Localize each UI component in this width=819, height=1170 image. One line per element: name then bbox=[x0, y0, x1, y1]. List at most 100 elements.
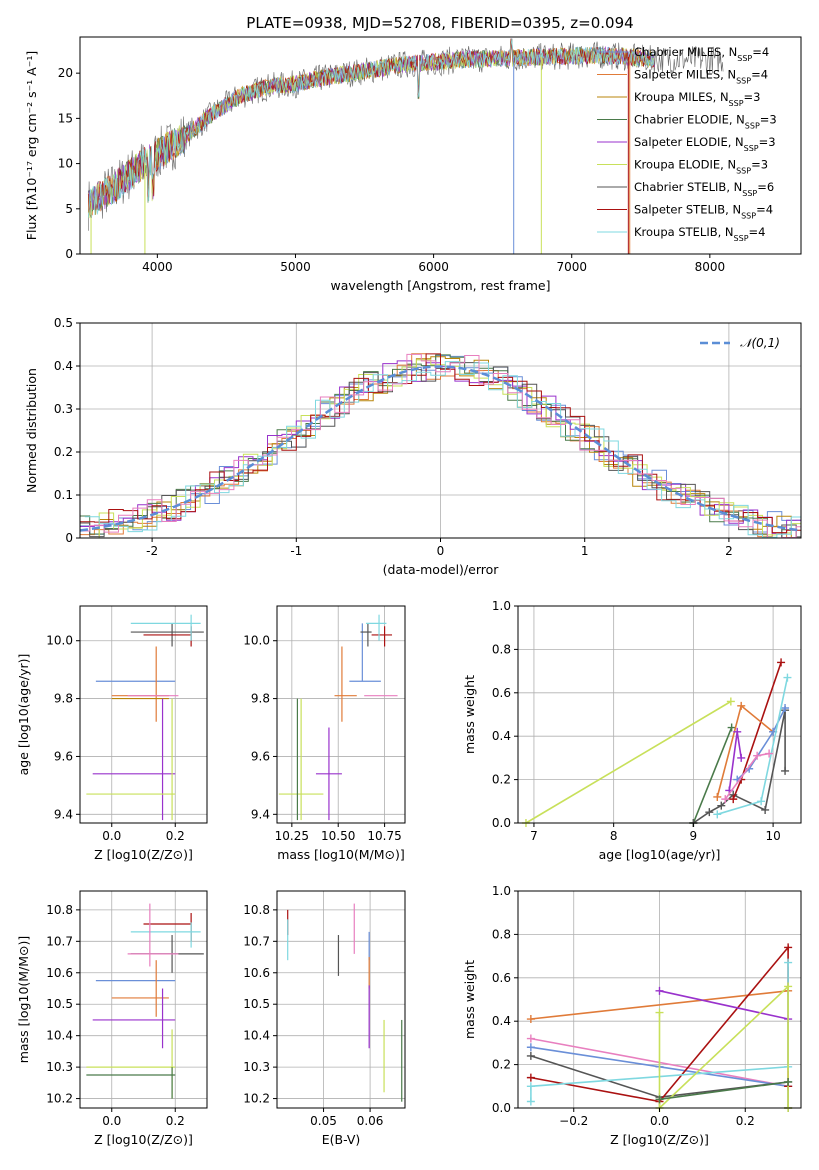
x-tick-label: 0.06 bbox=[357, 1114, 384, 1128]
x-tick-label: 7000 bbox=[556, 260, 587, 274]
legend-entry: Salpeter ELODIE, NSSP=3 bbox=[634, 135, 776, 153]
y-axis-label: Normed distribution bbox=[24, 368, 39, 493]
data-point bbox=[761, 805, 770, 814]
y-tick-label: 10.0 bbox=[243, 634, 270, 648]
y-tick-label: 15 bbox=[58, 111, 73, 125]
y-tick-label: 10.6 bbox=[243, 966, 270, 980]
legend-entry: Salpeter STELIB, NSSP=4 bbox=[634, 203, 773, 221]
y-tick-label: 10.2 bbox=[243, 1092, 270, 1106]
series-line bbox=[692, 710, 786, 824]
data-point bbox=[726, 697, 735, 706]
y-tick-label: 10.8 bbox=[46, 903, 73, 917]
y-tick-label: 9.6 bbox=[251, 749, 270, 763]
y-tick-label: 9.8 bbox=[251, 692, 270, 706]
histogram-step bbox=[84, 361, 801, 538]
x-tick-label: -2 bbox=[146, 544, 158, 558]
x-tick-label: 5000 bbox=[280, 260, 311, 274]
y-tick-label: 10.7 bbox=[46, 934, 73, 948]
series-line bbox=[659, 1081, 789, 1101]
y-tick-label: 10.0 bbox=[46, 634, 73, 648]
data-point bbox=[733, 727, 742, 736]
data-point bbox=[757, 797, 766, 806]
x-axis-label: age [log10(age/yr)] bbox=[599, 847, 721, 862]
legend-entry: Salpeter MILES, NSSP=4 bbox=[634, 68, 768, 86]
x-tick-label: 1 bbox=[581, 544, 589, 558]
panel-residual-histogram: -2 -1 0 1 2 0 0.1 0.2 0.3 0.4 0.5 (data-model)/erro… bbox=[24, 316, 802, 577]
y-tick-label: 10 bbox=[58, 157, 73, 171]
data-point bbox=[526, 1073, 535, 1082]
panel-age-vs-Z: 0.0 0.2 9.4 9.6 9.8 10.0 Z [log10(Z/Z⊙)] age [l… bbox=[16, 605, 208, 862]
histogram-step bbox=[84, 356, 801, 539]
data-point bbox=[526, 1034, 535, 1043]
data-point bbox=[717, 801, 726, 810]
y-axis-label: age [log10(age/yr)] bbox=[16, 654, 31, 776]
y-tick-label: 0 bbox=[65, 247, 73, 261]
x-tick-label: 0.0 bbox=[650, 1114, 669, 1128]
x-axis-label: Z [log10(Z/Z⊙)] bbox=[610, 1132, 709, 1147]
x-tick-label: 10.25 bbox=[275, 829, 309, 843]
x-tick-label: 10.50 bbox=[321, 829, 355, 843]
data-point bbox=[713, 792, 722, 801]
panel-spectrum: 4000 5000 6000 7000 8000 0 5 10 15 20 wavelength [… bbox=[24, 36, 802, 293]
y-tick-label: 0.0 bbox=[492, 816, 511, 830]
data-point bbox=[729, 795, 738, 804]
y-tick-label: 10.8 bbox=[243, 903, 270, 917]
data-point bbox=[784, 1077, 793, 1086]
x-tick-label: 0.0 bbox=[102, 1114, 121, 1128]
data-point bbox=[655, 1008, 664, 1017]
data-point bbox=[721, 795, 730, 804]
x-tick-label: −0.2 bbox=[559, 1114, 588, 1128]
x-axis-label: E(B-V) bbox=[322, 1132, 361, 1147]
y-tick-label: 0.6 bbox=[492, 971, 511, 985]
y-tick-label: 0.2 bbox=[492, 1058, 511, 1072]
y-tick-label: 0.8 bbox=[492, 642, 511, 656]
histogram-step bbox=[80, 353, 801, 539]
series-line bbox=[530, 990, 789, 1020]
data-point bbox=[784, 982, 793, 991]
y-tick-label: 1.0 bbox=[492, 884, 511, 898]
x-tick-label: 9 bbox=[690, 829, 698, 843]
y-tick-label: 10.5 bbox=[46, 997, 73, 1011]
histogram-step bbox=[80, 353, 801, 534]
data-point bbox=[737, 753, 746, 762]
x-tick-label: 6000 bbox=[418, 260, 449, 274]
x-tick-label: 8 bbox=[610, 829, 618, 843]
y-axis-label: Flux [fλ10⁻¹⁷ erg cm⁻² s⁻¹ A⁻¹] bbox=[24, 51, 39, 240]
data-point bbox=[777, 658, 786, 667]
data-point bbox=[737, 701, 746, 710]
x-axis-label: wavelength [Angstrom, rest frame] bbox=[330, 278, 550, 293]
x-axis-label: Z [log10(Z/Z⊙)] bbox=[94, 1132, 193, 1147]
data-point bbox=[655, 986, 664, 995]
y-axis-label: mass [log10(M/M⊙)] bbox=[16, 936, 31, 1064]
panel-age-vs-mass: 10.25 10.50 10.75 9.4 9.6 9.8 10.0 mass [log10(… bbox=[243, 605, 406, 862]
spectrum-line bbox=[87, 38, 655, 218]
series-line bbox=[658, 984, 789, 1110]
y-tick-label: 10.4 bbox=[46, 1029, 73, 1043]
data-point bbox=[753, 751, 762, 760]
x-tick-label: 10 bbox=[765, 829, 780, 843]
y-tick-label: 10.7 bbox=[243, 934, 270, 948]
figure-title: PLATE=0938, MJD=52708, FIBERID=0395, z=0… bbox=[246, 14, 633, 32]
x-tick-label: 0.2 bbox=[736, 1114, 755, 1128]
x-tick-label: 0.0 bbox=[102, 829, 121, 843]
axes-frame bbox=[276, 605, 406, 824]
x-tick-label: 10.75 bbox=[367, 829, 401, 843]
normal-curve bbox=[79, 365, 802, 532]
y-tick-label: 10.5 bbox=[243, 997, 270, 1011]
data-point bbox=[781, 703, 790, 712]
x-tick-label: 7 bbox=[530, 829, 538, 843]
x-tick-label: -1 bbox=[290, 544, 302, 558]
data-point bbox=[526, 1051, 535, 1060]
legend-entry: Chabrier STELIB, NSSP=6 bbox=[634, 180, 774, 198]
panel-mass-vs-Z: 0.0 0.2 10.2 10.3 10.4 10.5 10.6 10.7 10.8 Z [log… bbox=[16, 890, 208, 1147]
y-axis-label: mass weight bbox=[462, 675, 477, 754]
y-tick-label: 9.6 bbox=[54, 749, 73, 763]
y-tick-label: 20 bbox=[58, 66, 73, 80]
y-tick-label: 0.1 bbox=[54, 488, 73, 502]
x-axis-label: Z [log10(Z/Z⊙)] bbox=[94, 847, 193, 862]
series-line bbox=[659, 990, 789, 1020]
axes-frame bbox=[517, 605, 802, 824]
x-tick-label: 2 bbox=[725, 544, 733, 558]
y-tick-label: 9.4 bbox=[54, 807, 73, 821]
